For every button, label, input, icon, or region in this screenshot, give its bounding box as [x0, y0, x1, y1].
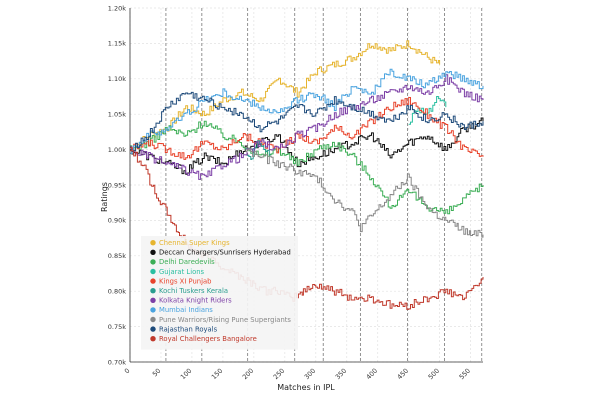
y-tick-label: 0.70k [108, 358, 126, 366]
y-tick-label: 1.20k [108, 4, 126, 12]
y-tick-label: 0.80k [108, 288, 126, 296]
legend-label: Delhi Daredevils [159, 258, 215, 266]
legend-label: Royal Challengers Bangalore [159, 335, 257, 343]
y-tick-label: 0.90k [108, 217, 126, 225]
series-lines [130, 40, 484, 310]
y-tick-label: 1.00k [108, 146, 126, 154]
legend-label: Pune Warriors/Rising Pune Supergiants [159, 316, 291, 324]
y-tick-label: 1.10k [108, 75, 126, 83]
x-tick-label: 50 [151, 367, 163, 379]
legend-marker [150, 249, 156, 255]
legend-marker [150, 316, 156, 323]
legend-label: Gujarat Lions [159, 268, 205, 276]
legend-label: Deccan Chargers/Sunrisers Hyderabad [159, 249, 291, 257]
legend-label: Kochi Tuskers Kerala [159, 287, 228, 295]
series-line [130, 117, 484, 175]
legend-marker [150, 278, 156, 284]
x-tick-label: 400 [365, 367, 379, 381]
legend: Chennai Super Kings Deccan Chargers/Sunri… [141, 236, 298, 350]
legend-marker [150, 336, 156, 342]
legend-marker [150, 288, 156, 294]
y-tick-label: 0.75k [108, 323, 126, 331]
x-axis-title: Matches in IPL [277, 383, 335, 392]
legend-marker [150, 307, 156, 313]
legend-label: Rajasthan Royals [159, 325, 218, 333]
series-line [130, 97, 484, 160]
series-line [130, 120, 484, 215]
legend-box [141, 236, 298, 350]
x-tick-label: 450 [396, 367, 410, 381]
legend-label: Kings XI Punjab [159, 277, 211, 285]
y-tick-label: 1.15k [108, 40, 126, 48]
legend-label: Chennai Super Kings [159, 239, 230, 247]
x-tick-label: 200 [241, 367, 255, 381]
series-line [130, 74, 484, 180]
legend-label: Kolkata Knight Riders [159, 297, 232, 305]
x-tick-label: 250 [272, 367, 286, 381]
legend-marker [150, 297, 156, 303]
series-line [245, 140, 271, 160]
x-tick-label: 350 [334, 367, 348, 381]
legend-marker [150, 259, 156, 265]
x-tick-label: 300 [303, 367, 317, 381]
y-tick-label: 0.95k [108, 181, 126, 189]
series-line [130, 68, 484, 154]
x-tick-label: 550 [458, 367, 472, 381]
x-tick-label: 500 [427, 367, 441, 381]
legend-marker [150, 268, 156, 275]
legend-label: Mumbai Indians [159, 306, 213, 314]
x-tick-label: 100 [179, 367, 193, 381]
x-tick-label: 150 [210, 367, 224, 381]
legend-marker [150, 240, 156, 246]
series-line [245, 148, 484, 238]
y-axis-title: Ratings [100, 182, 109, 212]
series-line [130, 91, 484, 153]
legend-marker [150, 326, 156, 332]
x-tick-label: 0 [123, 367, 132, 376]
grid [129, 7, 483, 363]
y-tick-label: 1.05k [108, 111, 126, 119]
y-tick-label: 0.85k [108, 252, 126, 260]
series-line [130, 40, 441, 151]
